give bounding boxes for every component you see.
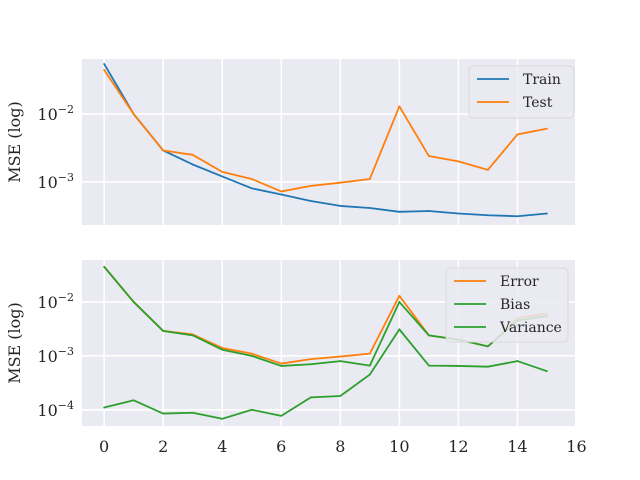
data-point-train [309,200,312,202]
data-point-test [162,149,165,152]
series-line-variance [103,328,548,420]
y-axis-label: MSE (log) [5,101,24,183]
y-tick-label: 10−4 [37,399,74,420]
data-point-test [103,68,106,71]
data-point-test [398,105,401,108]
data-point-variance [339,395,342,397]
x-tick-label: 6 [276,437,286,456]
y-tick-label: 10−3 [37,345,74,366]
data-point-variance [487,365,489,368]
data-point-variance [250,408,253,411]
data-point-train [191,163,194,166]
data-point-test [250,178,253,180]
x-tick-label: 16 [566,437,586,456]
data-point-train [339,205,342,207]
data-point-bias [280,365,283,367]
x-tick-label: 14 [507,437,527,456]
data-point-train [487,214,489,217]
data-point-test [516,133,519,136]
data-point-bias [398,301,401,303]
data-point-bias [250,354,253,357]
x-tick-label: 12 [448,437,468,456]
data-point-test [339,181,342,184]
data-point-error [221,347,224,349]
data-point-variance [280,414,283,417]
data-point-variance [516,360,519,362]
data-point-train [103,63,106,65]
data-point-error [398,294,401,297]
data-point-bias [339,360,342,362]
x-tick-label: 4 [217,437,227,456]
data-point-error [250,352,253,355]
legend-label: Train [523,72,561,88]
y-tick-label: 10−3 [37,171,74,192]
data-point-variance [368,373,371,376]
legend-label: Test [523,95,553,111]
data-point-test [221,170,224,173]
x-tick-label: 10 [389,437,409,456]
y-tick-label: 10−2 [37,103,74,124]
data-point-variance [132,399,135,402]
legend-box [445,267,569,343]
data-point-test [487,168,489,171]
legend-label: Bias [500,297,530,313]
data-point-bias [309,363,312,366]
y-axis-label: MSE (log) [5,302,24,384]
series-line-bias [103,266,548,367]
data-point-variance [546,370,548,373]
data-point-test [191,153,194,156]
legend-label: Variance [499,320,562,336]
data-point-bias [132,301,135,303]
series-line-train [103,63,548,218]
data-point-variance [309,396,312,399]
data-point-test [132,113,135,115]
data-point-variance [221,417,224,420]
data-point-bias [368,364,371,367]
data-point-error [339,355,342,358]
data-point-train [516,215,519,218]
data-point-variance [427,364,430,367]
data-point-bias [191,334,194,337]
x-tick-label: 2 [158,437,168,456]
data-point-train [457,212,460,215]
data-point-train [368,207,371,209]
data-point-test [280,190,283,193]
data-point-variance [457,365,460,367]
bottom-panel: 10−2 10−3 10−4 0 2 4 6 8 10 12 14 16 MSE (log) Error B… [5,260,587,456]
data-point-test [427,155,430,157]
series-line-test [103,69,548,193]
data-point-bias [162,330,165,332]
data-point-train [221,175,224,178]
top-panel: 10−2 10−3 MSE (log) Train Test [5,59,575,225]
data-point-test [457,160,460,163]
data-point-variance [398,328,401,331]
data-point-bias [221,348,224,351]
y-tick-label: 10−2 [37,291,74,312]
data-point-train [427,210,430,212]
data-point-train [250,187,253,190]
data-point-train [398,210,401,213]
data-point-variance [191,411,194,414]
x-tick-label: 8 [335,437,345,456]
data-point-train [546,212,548,215]
data-point-variance [162,412,165,415]
legend-label: Error [500,274,539,290]
data-point-error [280,362,283,365]
x-tick-label: 0 [99,437,109,456]
data-point-test [546,127,548,130]
data-point-bias [487,345,489,348]
data-point-error [368,352,371,355]
data-point-test [309,184,312,187]
data-point-variance [103,406,106,409]
data-point-bias [103,265,106,268]
data-point-error [309,358,312,361]
data-point-train [280,193,283,196]
data-point-test [368,178,371,180]
data-point-bias [427,334,430,337]
